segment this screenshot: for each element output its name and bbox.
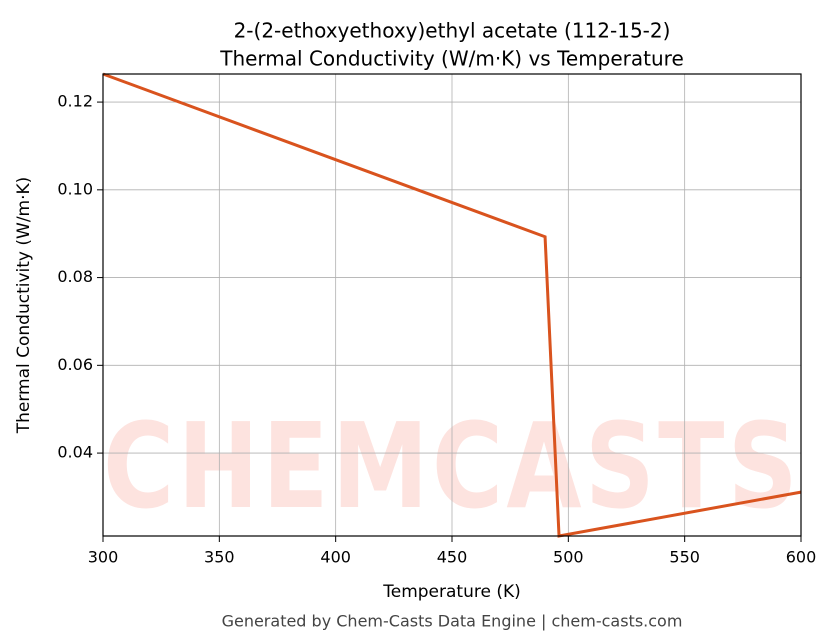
x-tick-label: 350: [204, 548, 235, 567]
chart-subtitle: Thermal Conductivity (W/m·K) vs Temperat…: [219, 47, 684, 71]
y-tick-label: 0.08: [57, 267, 93, 286]
x-tick-label: 550: [669, 548, 700, 567]
x-tick-label: 300: [88, 548, 119, 567]
footer: Generated by Chem-Casts Data Engine | ch…: [222, 612, 683, 631]
data-line: [102, 72, 802, 538]
x-tick-label: 600: [786, 548, 817, 567]
y-tick-label: 0.10: [57, 179, 93, 198]
y-tick-label: 0.12: [57, 92, 93, 111]
x-axis-label: Temperature (K): [382, 582, 521, 602]
x-tick-label: 500: [553, 548, 584, 567]
y-tick-label: 0.04: [57, 443, 93, 462]
watermark: CHEMCASTS: [103, 397, 801, 535]
x-tick-label: 450: [437, 548, 468, 567]
x-tick-label: 400: [320, 548, 351, 567]
y-tick-label: 0.06: [57, 355, 93, 374]
plot-frame: [102, 73, 802, 537]
y-axis-label: Thermal Conductivity (W/m·K): [14, 177, 34, 435]
chart-title: 2-(2-ethoxyethoxy)ethyl acetate (112-15-…: [234, 19, 671, 43]
